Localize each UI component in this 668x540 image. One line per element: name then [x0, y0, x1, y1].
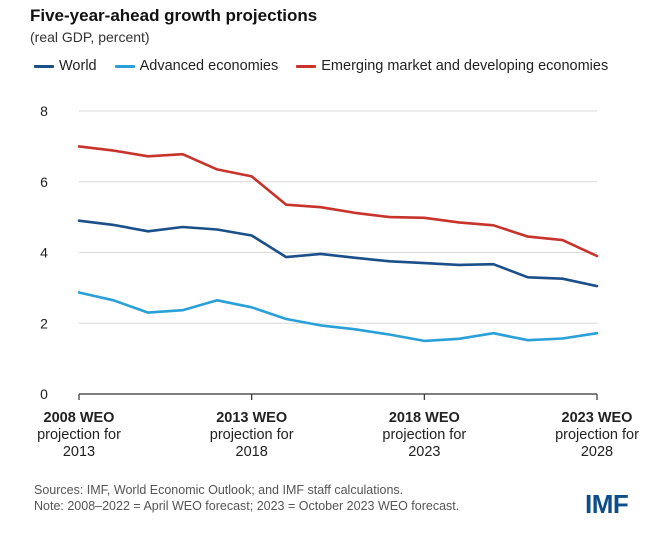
- x-tick-label: projection for: [210, 427, 294, 443]
- x-tick-label: 2008 WEO: [44, 410, 115, 426]
- series-layer: [77, 145, 599, 343]
- legend-item-world: World: [34, 58, 97, 74]
- note-line: Note: 2008–2022 = April WEO forecast; 20…: [34, 499, 460, 513]
- x-tick-label: 2013: [63, 444, 95, 460]
- chart-legend: World Advanced economies Emerging market…: [34, 58, 626, 74]
- x-tick-label: 2028: [581, 444, 613, 460]
- source-line: Sources: IMF, World Economic Outlook; an…: [34, 483, 404, 497]
- y-tick-label: 0: [40, 386, 48, 402]
- legend-swatch-world: [34, 64, 54, 68]
- x-tick-label: 2023 WEO: [562, 410, 633, 426]
- y-tick-label: 2: [40, 315, 48, 331]
- series-line-world: [77, 219, 599, 288]
- legend-item-emerging: Emerging market and developing economies: [296, 58, 608, 74]
- x-tick-label: 2023: [408, 444, 440, 460]
- y-tick-label: 4: [40, 245, 48, 261]
- x-tick-label: projection for: [382, 427, 466, 443]
- x-tick-label: 2013 WEO: [216, 410, 287, 426]
- chart-title: Five-year-ahead growth projections: [30, 6, 318, 25]
- imf-logo: IMF: [585, 489, 629, 519]
- legend-item-advanced: Advanced economies: [114, 58, 279, 74]
- legend-swatch-advanced: [114, 64, 135, 68]
- source-note: Sources: IMF, World Economic Outlook; an…: [34, 482, 459, 514]
- chart-subtitle: (real GDP, percent): [30, 29, 150, 45]
- x-tick-label: 2018: [236, 444, 268, 460]
- legend-label-advanced: Advanced economies: [139, 58, 279, 74]
- x-tick-label: projection for: [555, 427, 639, 443]
- y-tick-label: 8: [40, 103, 48, 119]
- legend-swatch-emerging: [296, 64, 317, 68]
- x-tick-label: projection for: [37, 427, 121, 443]
- x-tick-label: 2018 WEO: [389, 410, 460, 426]
- y-tick-label: 6: [40, 174, 48, 190]
- series-line-advanced: [77, 291, 599, 343]
- legend-label-world: World: [59, 58, 97, 74]
- series-line-emerging: [77, 145, 599, 258]
- grid-layer: [79, 110, 597, 324]
- legend-label-emerging: Emerging market and developing economies: [321, 58, 609, 74]
